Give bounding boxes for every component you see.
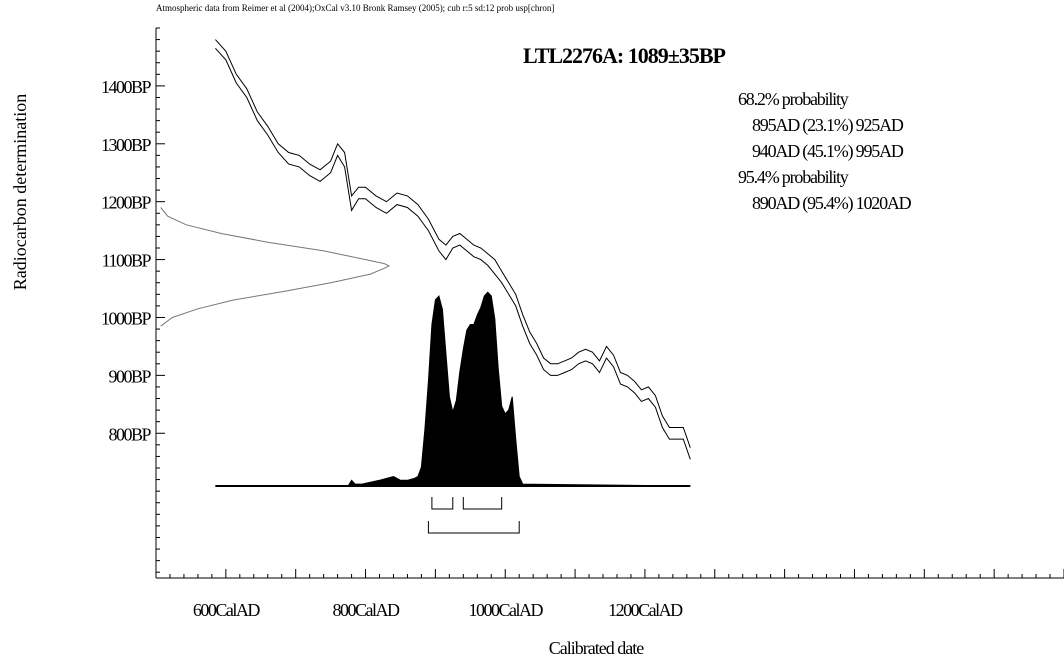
y-minor-ticks — [156, 27, 165, 573]
y-tick-label: 1100BP — [102, 251, 152, 271]
probability-range-line: 890AD (95.4%) 1020AD — [752, 193, 912, 214]
y-tick-label: 1200BP — [101, 193, 152, 213]
header-note: Atmospheric data from Reimer et al (2004… — [156, 3, 554, 13]
probability-ranges-text: 68.2% probability 895AD (23.1%) 925AD 940A… — [738, 89, 913, 214]
radiocarbon-date-distribution — [160, 207, 391, 327]
calibrated-distribution — [215, 291, 691, 487]
y-tick-label: 1000BP — [101, 308, 152, 328]
x-tick-labels: 600CalAD 800CalAD 1000CalAD 1200CalAD — [193, 600, 685, 620]
two-sigma-bracket — [427, 521, 520, 534]
chart-title: LTL2276A: 1089±35BP — [523, 43, 725, 68]
probability-range-line: 895AD (23.1%) 925AD — [752, 115, 904, 136]
calibration-curve-upper — [215, 39, 691, 448]
x-axis-label: Calibrated date — [549, 638, 644, 658]
calibration-curve-lower — [215, 47, 691, 460]
x-tick-label: 1000CalAD — [468, 600, 543, 620]
probability-range-brackets — [427, 497, 520, 534]
y-tick-label: 900BP — [108, 366, 151, 386]
x-tick-label: 1200CalAD — [608, 600, 683, 620]
plot-frame — [155, 28, 1064, 579]
y-tick-labels: 1400BP 1300BP 1200BP 1100BP 1000BP 900BP 800BP — [101, 77, 153, 444]
y-tick-label: 800BP — [108, 424, 151, 444]
probability-range-line: 940AD (45.1%) 995AD — [752, 141, 904, 162]
y-tick-label: 1300BP — [101, 135, 152, 155]
one-sigma-bracket — [462, 497, 503, 510]
x-tick-label: 600CalAD — [193, 600, 260, 620]
y-tick-label: 1400BP — [101, 77, 152, 97]
x-minor-ticks — [155, 569, 1064, 578]
y-axis-label: Radiocarbon determination — [10, 94, 30, 290]
x-tick-label: 800CalAD — [333, 600, 400, 620]
probability-heading: 95.4% probability — [738, 167, 849, 187]
probability-heading: 68.2% probability — [738, 89, 849, 109]
one-sigma-bracket — [431, 497, 454, 510]
